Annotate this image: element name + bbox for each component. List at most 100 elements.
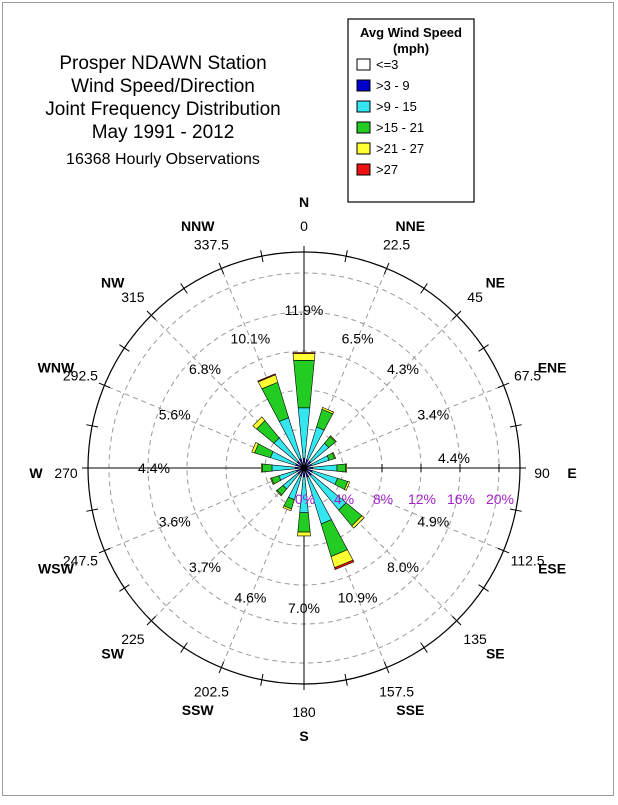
ring-percent-label: 8% bbox=[373, 491, 393, 507]
outer-tick bbox=[420, 642, 428, 653]
direction-total-label: 6.5% bbox=[342, 331, 374, 347]
petal-segment-nne bbox=[321, 406, 335, 415]
direction-total-label: 5.6% bbox=[159, 406, 191, 422]
degree-label: 67.5 bbox=[514, 367, 541, 383]
ring-percent-label: 20% bbox=[486, 491, 514, 507]
petal-segment-w bbox=[261, 463, 273, 473]
petal-segment-e bbox=[336, 463, 347, 473]
compass-label-ssw: SSW bbox=[182, 702, 215, 718]
outer-tick bbox=[146, 616, 156, 626]
direction-total-label: 11.9% bbox=[285, 302, 324, 318]
petal-segment-nw bbox=[252, 416, 266, 430]
compass-label-sw: SW bbox=[101, 645, 124, 661]
chart-subtitle: 16368 Hourly Observations bbox=[66, 151, 260, 168]
degree-label: 45 bbox=[467, 289, 483, 305]
direction-total-label: 7.0% bbox=[288, 600, 320, 616]
outer-tick bbox=[218, 262, 225, 275]
legend-units: (mph) bbox=[393, 41, 429, 56]
outer-tick bbox=[509, 424, 522, 428]
degree-label: 247.5 bbox=[63, 553, 98, 569]
petal-segment-wnw bbox=[251, 441, 259, 454]
petal-segment-n bbox=[292, 353, 316, 361]
outer-tick bbox=[98, 382, 111, 389]
degree-label: 270 bbox=[54, 465, 78, 481]
compass-label-nw: NW bbox=[101, 275, 125, 291]
direction-total-label: 8.0% bbox=[387, 559, 419, 575]
outer-tick bbox=[344, 673, 348, 686]
petal-segment-sse bbox=[334, 559, 355, 571]
outer-tick bbox=[86, 508, 99, 512]
direction-spoke bbox=[104, 467, 305, 552]
legend-label: <=3 bbox=[376, 57, 398, 72]
legend-swatch bbox=[356, 100, 371, 113]
petal-segment-nnw bbox=[261, 381, 289, 422]
degree-label: 337.5 bbox=[194, 236, 229, 252]
petal-segment-e bbox=[306, 466, 314, 470]
petal-segment-n bbox=[292, 352, 316, 354]
chart-title: Prosper NDAWN Station Wind Speed/Directi… bbox=[45, 53, 281, 168]
legend-swatch bbox=[356, 58, 371, 71]
outer-tick bbox=[260, 673, 264, 686]
compass-label-s: S bbox=[299, 728, 308, 744]
ring-percent-label: 16% bbox=[447, 491, 475, 507]
direction-total-label: 3.4% bbox=[417, 406, 449, 422]
legend-swatch bbox=[356, 163, 371, 176]
direction-total-label: 4.6% bbox=[234, 589, 266, 605]
outer-tick bbox=[478, 344, 489, 352]
legend-label: >3 - 9 bbox=[376, 78, 410, 93]
direction-total-label: 4.4% bbox=[438, 450, 470, 466]
petal-segment-sse bbox=[320, 519, 348, 557]
petal-segment-ne bbox=[329, 435, 337, 443]
petal-segment-ene bbox=[332, 452, 337, 459]
petal-segment-s bbox=[297, 531, 311, 537]
direction-total-label: 4.4% bbox=[138, 460, 170, 476]
petal-segment-ssw bbox=[282, 505, 292, 512]
outer-tick bbox=[383, 262, 390, 275]
degree-label: 315 bbox=[121, 289, 145, 305]
direction-spoke bbox=[303, 384, 504, 469]
outer-tick bbox=[344, 250, 348, 263]
legend-label: >21 - 27 bbox=[376, 141, 424, 156]
degree-label: 292.5 bbox=[63, 367, 98, 383]
outer-tick bbox=[478, 584, 489, 592]
petal-segment-nnw bbox=[257, 373, 276, 383]
direction-total-label: 10.9% bbox=[338, 589, 378, 605]
legend-swatch bbox=[356, 142, 371, 155]
outer-tick bbox=[497, 382, 510, 389]
outer-tick bbox=[452, 310, 462, 320]
ring-percent-label: 12% bbox=[408, 491, 436, 507]
legend-title: Avg Wind Speed bbox=[360, 25, 462, 40]
degree-label: 225 bbox=[121, 631, 145, 647]
petal-segment-ese bbox=[344, 481, 351, 491]
outer-tick bbox=[420, 283, 428, 294]
compass-label-se: SE bbox=[486, 645, 505, 661]
degree-label: 22.5 bbox=[383, 236, 410, 252]
compass-label-sse: SSE bbox=[396, 702, 424, 718]
direction-total-label: 4.3% bbox=[387, 361, 419, 377]
legend-label: >15 - 21 bbox=[376, 120, 424, 135]
outer-tick bbox=[119, 344, 130, 352]
direction-total-label: 4.9% bbox=[417, 514, 449, 530]
title-line-1: Prosper NDAWN Station bbox=[59, 53, 266, 74]
outer-tick bbox=[383, 661, 390, 674]
degree-label: 180 bbox=[292, 704, 316, 720]
compass-label-ne: NE bbox=[486, 275, 505, 291]
compass-label-nne: NNE bbox=[396, 218, 426, 234]
compass-label-wnw: WNW bbox=[38, 360, 75, 376]
petal-segment-n bbox=[293, 359, 315, 409]
title-line-2: Wind Speed/Direction bbox=[71, 76, 255, 97]
direction-total-label: 3.6% bbox=[159, 514, 191, 530]
outer-tick bbox=[260, 250, 264, 263]
petal-segment-wsw bbox=[270, 477, 275, 485]
petal-segment-s bbox=[297, 512, 311, 533]
title-line-4: May 1991 - 2012 bbox=[92, 122, 235, 143]
compass-label-n: N bbox=[299, 194, 309, 210]
outer-tick bbox=[98, 547, 111, 554]
outer-tick bbox=[180, 283, 188, 294]
outer-tick bbox=[180, 642, 188, 653]
compass-label-ese: ESE bbox=[538, 560, 566, 576]
degree-label: 0 bbox=[300, 218, 308, 234]
degree-label: 90 bbox=[534, 465, 550, 481]
compass-label-w: W bbox=[29, 465, 43, 481]
